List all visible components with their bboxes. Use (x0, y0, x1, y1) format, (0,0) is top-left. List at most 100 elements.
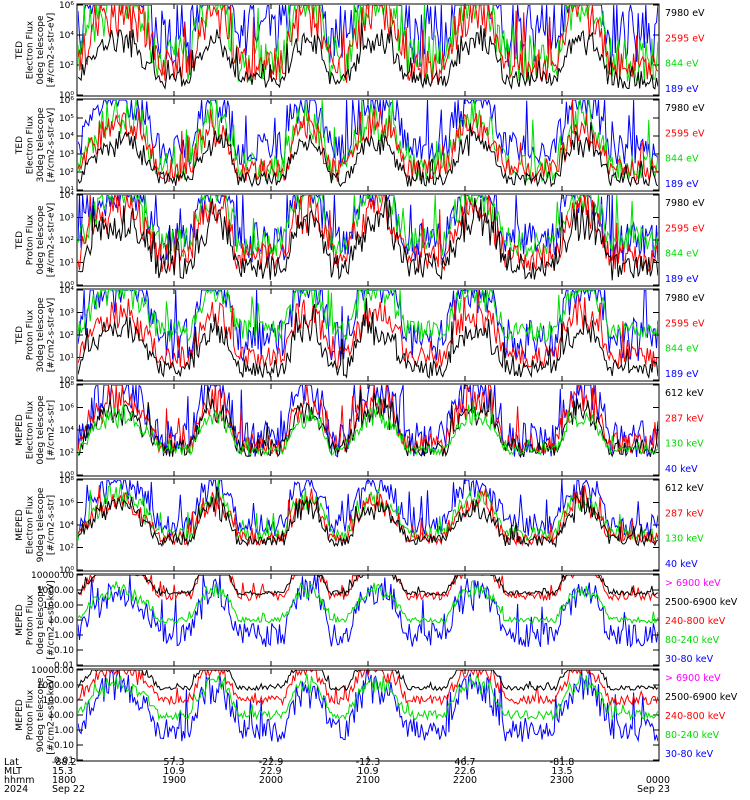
y-axis-label-line: 0deg telescope (36, 395, 46, 465)
y-tick-label: 10⁴ (59, 132, 74, 142)
x-axis-value: Sep 23 (637, 784, 670, 795)
legend-entry: 612 keV (665, 388, 704, 399)
x-axis-value: 57.3 (163, 757, 184, 768)
y-axis-label-line: Proton Flux (26, 214, 36, 265)
y-axis-label: MEPEDElectron Flux90deg telescope[#/cm2-… (15, 487, 57, 562)
series-trace (78, 100, 658, 167)
y-tick-label: 10⁴ (59, 426, 74, 436)
series-trace (78, 670, 658, 707)
y-tick-label: 100.00 (43, 696, 75, 706)
x-row-label: MLT (4, 766, 22, 777)
y-tick-label: 10¹ (59, 259, 74, 269)
y-axis-label: MEPEDProton Flux90deg telescope[#/cm2-s-… (15, 675, 57, 754)
y-tick-label: 1000.00 (37, 586, 74, 596)
x-axis-value: 2100 (356, 775, 380, 786)
y-axis-label-line: 90deg telescope (36, 487, 46, 562)
y-tick-label: 10000.00 (31, 666, 74, 676)
y-tick-label: 1000.00 (37, 681, 74, 691)
legend-entry: 189 eV (665, 84, 699, 95)
legend-entry: 612 keV (665, 483, 704, 494)
y-tick-label: 10⁴ (59, 521, 74, 531)
y-axis-label-line: [#/cm2-s-str-eV] (47, 108, 57, 183)
legend-entry: 189 eV (665, 274, 699, 285)
series-trace (78, 5, 658, 68)
y-axis-label-line: 0deg telescope (36, 15, 46, 85)
legend-entry: 2595 eV (665, 33, 705, 44)
y-tick-label: 10⁶ (59, 404, 74, 414)
x-axis-value: -12.3 (356, 757, 381, 768)
y-tick-label: 10² (59, 168, 74, 178)
series-trace (78, 672, 658, 722)
y-tick-label: 10⁴ (59, 286, 74, 296)
y-tick-label: 1.00 (54, 726, 74, 736)
y-axis-label-line: 0deg telescope (36, 205, 46, 275)
legend-entry: 130 keV (665, 439, 704, 450)
panel-7: 0.010.101.0010.00100.001000.0010000.00ME… (15, 571, 738, 671)
series-trace (78, 575, 658, 597)
y-axis-label-line: TED (15, 231, 25, 250)
series-trace (78, 396, 658, 457)
y-axis-label-line: [#/cm2-s-str-keV] (47, 675, 57, 754)
y-axis-label-line: TED (15, 326, 25, 345)
legend-entry: 240-800 keV (665, 711, 726, 722)
legend-entry: 80-240 keV (665, 635, 720, 646)
series-group (78, 670, 658, 743)
y-axis-label-line: 0deg telescope (36, 585, 46, 655)
x-axis-value: 2000 (259, 775, 283, 786)
y-tick-label: 10¹ (59, 354, 74, 364)
y-axis-label-line: 30deg telescope (36, 107, 46, 182)
series-trace (78, 670, 658, 692)
x-axis-value: 2200 (453, 775, 477, 786)
series-trace (78, 5, 658, 83)
series-trace (78, 484, 658, 547)
y-tick-label: 10⁴ (59, 191, 74, 201)
series-group (78, 575, 658, 648)
legend-entry: 30-80 keV (665, 749, 714, 760)
y-tick-label: 100.00 (43, 601, 75, 611)
series-group (78, 480, 658, 548)
y-tick-label: 0.10 (54, 646, 74, 656)
y-axis-label: TEDElectron Flux0deg telescope[#/cm2-s-s… (15, 13, 57, 88)
y-tick-label: 10⁸ (59, 476, 74, 486)
legend-entry: 2595 eV (665, 128, 705, 139)
x-axis-value: 46.7 (454, 757, 475, 768)
legend-entry: 80-240 keV (665, 730, 720, 741)
series-trace (78, 195, 658, 281)
y-tick-label: 1.00 (54, 631, 74, 641)
x-axis-value: -81.8 (550, 757, 575, 768)
y-tick-label: 10² (59, 61, 74, 71)
y-axis-label-line: MEPED (15, 699, 25, 731)
legend-entry: 2595 eV (665, 223, 705, 234)
x-row-label: Lat (4, 757, 19, 768)
y-axis-label-line: Electron Flux (26, 20, 36, 79)
y-tick-label: 0.01 (54, 756, 74, 766)
legend-entry: > 6900 keV (665, 673, 721, 684)
x-axis-value: 10.9 (163, 766, 184, 777)
y-axis-label-line: 90deg telescope (36, 677, 46, 752)
legend-entry: > 6900 keV (665, 578, 721, 589)
panel-frame (76, 478, 660, 572)
x-axis-value: Sep 22 (52, 784, 85, 795)
legend-entry: 189 eV (665, 179, 699, 190)
x-axis-value: 1800 (52, 775, 76, 786)
y-tick-label: 10⁰ (59, 91, 74, 101)
legend-entry: 240-800 keV (665, 616, 726, 627)
y-axis-label-line: Electron Flux (26, 495, 36, 554)
x-axis-value: 13.5 (551, 766, 572, 777)
x-axis-value: 22.6 (454, 766, 475, 777)
legend-entry: 844 eV (665, 154, 699, 165)
y-tick-label: 10⁰ (59, 566, 74, 576)
x-axis-value: 10.9 (357, 766, 378, 777)
y-axis-label-line: Electron Flux (26, 400, 36, 459)
y-tick-label: 10² (59, 544, 74, 554)
y-axis-label-line: 30deg telescope (36, 297, 46, 372)
y-tick-label: 10⁴ (59, 31, 74, 41)
panel-frame (76, 3, 660, 97)
y-tick-label: 0.01 (54, 661, 74, 671)
y-axis-label-line: Electron Flux (26, 115, 36, 174)
